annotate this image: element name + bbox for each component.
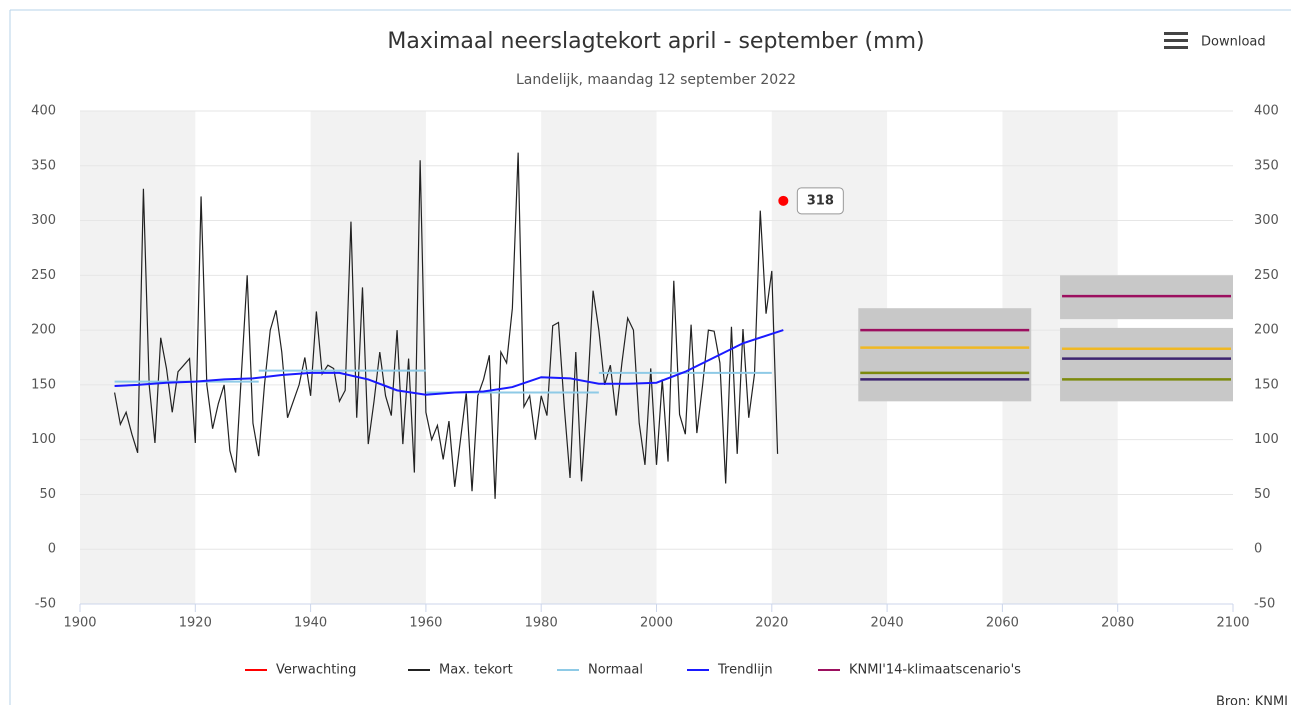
forecast-point — [778, 195, 789, 206]
y2-tick-label: 150 — [1254, 377, 1279, 392]
menu-icon — [1164, 39, 1188, 42]
series-line — [114, 329, 784, 396]
data-label-box — [796, 187, 844, 215]
y2-tick-label: -50 — [1254, 597, 1275, 612]
y2-tick-label: 400 — [1254, 104, 1279, 119]
series-line — [114, 369, 772, 394]
x-tick-label: 2040 — [871, 616, 904, 631]
y2-tick-label: 350 — [1254, 158, 1279, 173]
x-tick-label: 2000 — [640, 616, 673, 631]
y-tick-label: 0 — [48, 542, 56, 557]
y-tick-label: 400 — [31, 104, 56, 119]
y-tick-label: 150 — [31, 377, 56, 392]
y2-tick-label: 50 — [1254, 487, 1271, 502]
x-tick-label: 1900 — [63, 616, 96, 631]
y-tick-label: 200 — [31, 323, 56, 338]
y-tick-label: 50 — [39, 487, 56, 502]
x-tick-label: 1940 — [294, 616, 327, 631]
x-tick-label: 2100 — [1216, 616, 1249, 631]
chart-subtitle: Landelijk, maandag 12 september 2022 — [516, 72, 796, 88]
legend-label: Max. tekort — [439, 663, 513, 678]
band — [310, 111, 426, 604]
y2-tick-label: 250 — [1254, 268, 1279, 283]
x-tick-label: 2080 — [1101, 616, 1134, 631]
x-tick-label: 2020 — [755, 616, 788, 631]
data-label: 318 — [807, 193, 834, 208]
band — [80, 111, 196, 604]
x-tick-label: 1980 — [525, 616, 558, 631]
legend-label: Trendlijn — [717, 663, 773, 678]
scenario-range — [1060, 327, 1233, 402]
series-line — [113, 152, 779, 499]
legend-label: Normaal — [588, 663, 643, 678]
x-tick-label: 1960 — [409, 616, 442, 631]
y2-tick-label: 200 — [1254, 323, 1279, 338]
download-menu[interactable]: Download — [1164, 32, 1266, 50]
y2-tick-label: 100 — [1254, 432, 1279, 447]
y2-tick-label: 300 — [1254, 213, 1279, 228]
legend-label: Verwachting — [276, 663, 356, 678]
scenario-range — [858, 308, 1032, 402]
y-tick-label: 350 — [31, 158, 56, 173]
y2-tick-label: 0 — [1254, 542, 1262, 557]
menu-icon — [1164, 32, 1188, 35]
legend-label: KNMI'14-klimaatscenario's — [849, 663, 1021, 678]
y-tick-label: 100 — [31, 432, 56, 447]
y-tick-label: 250 — [31, 268, 56, 283]
menu-icon — [1164, 46, 1188, 49]
chart-title: Maximaal neerslagtekort april - septembe… — [387, 29, 924, 54]
y-tick-label: 300 — [31, 213, 56, 228]
source: Bron: KNMI — [1216, 695, 1288, 705]
x-tick-label: 2060 — [986, 616, 1019, 631]
x-tick-label: 1920 — [179, 616, 212, 631]
download-label[interactable]: Download — [1201, 35, 1266, 50]
y-tick-label: -50 — [35, 597, 56, 612]
band — [541, 111, 657, 604]
